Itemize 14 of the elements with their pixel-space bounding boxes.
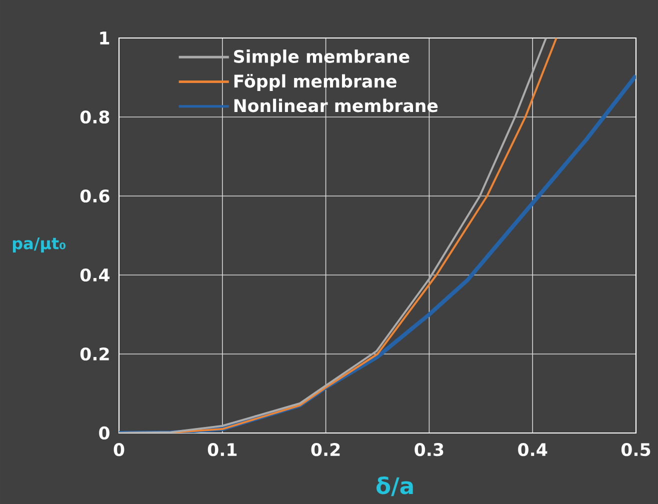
y-tick-label: 0 [99,426,110,440]
y-tick-label: 0.2 [80,347,109,361]
x-tick-label: 0.4 [518,443,548,456]
y-tick-label: 0.6 [80,189,110,203]
y-axis-title: pa/μt₀ [12,237,66,252]
y-tick-label: 0.4 [80,268,110,282]
x-tick-label: 0.2 [311,443,340,456]
y-tick-label: 1 [100,32,110,44]
x-tick-label: 0.5 [621,443,650,456]
x-tick-label: 0 [114,443,124,456]
x-tick-label: 0.1 [208,443,237,456]
y-tick-label: 0.8 [80,110,110,124]
x-tick-label: 0.3 [414,443,444,456]
x-axis-title: δ/a [376,476,413,496]
